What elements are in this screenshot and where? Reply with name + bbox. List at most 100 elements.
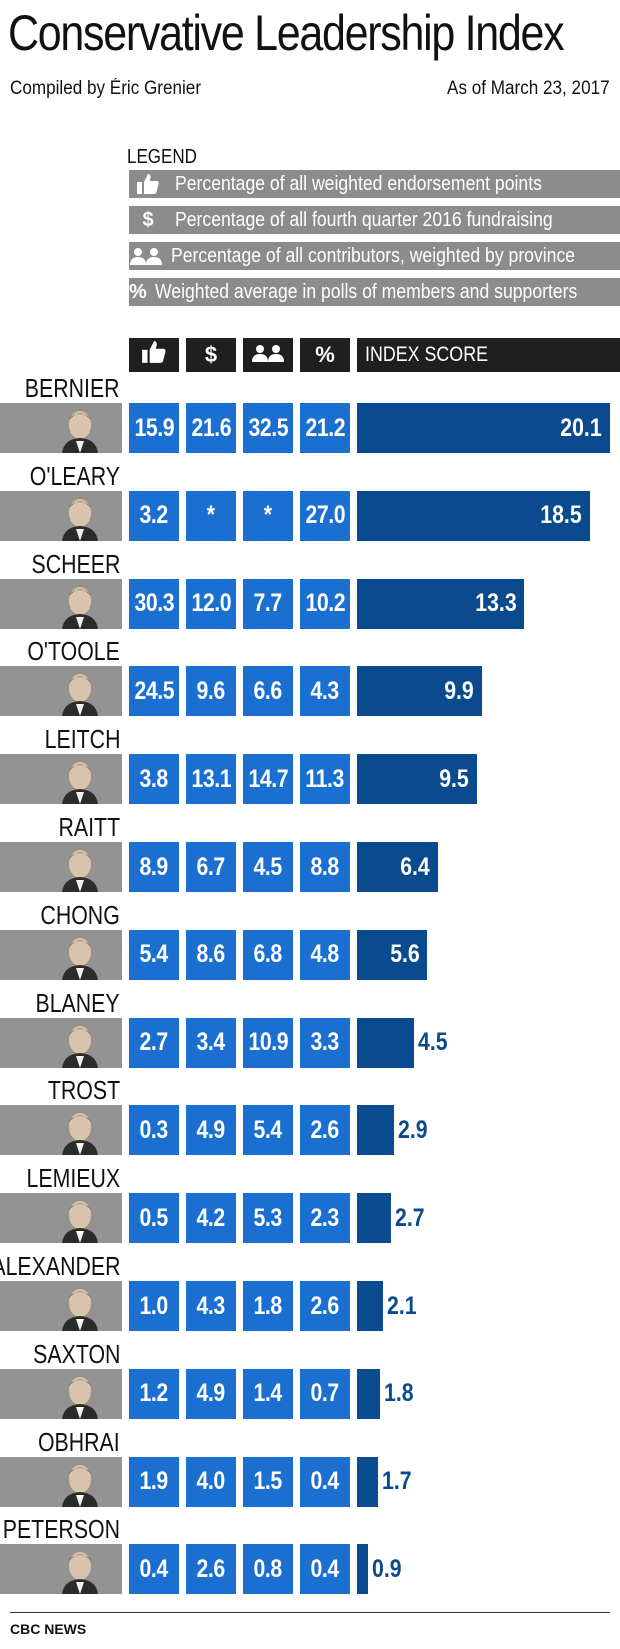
index-score-bar	[357, 1105, 394, 1156]
portrait-icon	[62, 498, 98, 541]
portrait-icon	[62, 850, 98, 892]
value-cell-fundraising: 4.2	[186, 1193, 236, 1244]
index-score-text: 1.8	[383, 1379, 414, 1408]
legend-label: Weighted average in polls of members and…	[154, 280, 578, 303]
value-cell-text: 4.8	[310, 940, 340, 969]
candidate-photo	[0, 1193, 122, 1244]
value-cell-text: 5.4	[253, 1115, 283, 1144]
value-cell-polls: 21.2	[300, 403, 350, 453]
value-cell-polls: 2.6	[300, 1281, 350, 1331]
candidate-name: TROST	[47, 1075, 120, 1106]
index-score-text: 20.1	[560, 413, 602, 442]
value-cell-text: 1.2	[139, 1379, 169, 1408]
value-cell-endorsements: 2.7	[129, 1017, 179, 1068]
value-cell-text: 27.0	[305, 501, 345, 530]
index-score-bar	[357, 666, 482, 717]
footer-divider	[10, 1612, 610, 1613]
value-cell-text: 2.6	[310, 1115, 340, 1144]
value-cell-fundraising: 12.0	[186, 578, 236, 629]
index-score-label: 18.5	[357, 491, 582, 541]
value-cell-contributors: 1.8	[243, 1281, 293, 1331]
value-cell-text: 4.3	[310, 676, 340, 705]
candidate-photo	[0, 929, 122, 980]
value-cell-polls: 0.4	[300, 1456, 350, 1507]
candidate-name: OBHRAI	[38, 1426, 120, 1457]
index-score-bar	[357, 1193, 391, 1244]
value-cell-text: 0.4	[310, 1467, 340, 1496]
value-cell-text: 8.8	[310, 852, 340, 881]
index-score-label: 2.7	[395, 1193, 430, 1243]
people-icon	[129, 247, 163, 265]
index-score-text: 5.6	[389, 940, 420, 969]
index-score-bar	[357, 754, 477, 805]
value-cell-endorsements: 1.0	[129, 1281, 179, 1331]
index-score-text: 2.7	[394, 1203, 425, 1232]
candidate-name: CHONG	[40, 899, 120, 930]
value-cell-fundraising: 3.4	[186, 1017, 236, 1068]
candidate-name: O'TOOLE	[27, 636, 120, 667]
index-score-text: 18.5	[540, 501, 582, 530]
value-cell-text: 1.9	[139, 1467, 169, 1496]
value-cell-contributors: 32.5	[243, 403, 293, 453]
value-cell-text: 21.6	[191, 413, 231, 442]
value-cell-polls: 10.2	[300, 578, 350, 629]
candidate-photo	[0, 403, 122, 453]
value-cell-text: 4.3	[196, 1291, 226, 1320]
value-cell-endorsements: 24.5	[129, 666, 179, 717]
people-icon	[251, 342, 285, 368]
value-cell-text: 6.8	[253, 940, 283, 969]
value-cell-text: 24.5	[134, 676, 174, 705]
candidate-name: SAXTON	[32, 1338, 120, 1369]
value-cell-text: 15.9	[134, 413, 174, 442]
portrait-icon	[62, 1201, 98, 1244]
value-cell-text: 8.9	[139, 852, 169, 881]
candidate-photo	[0, 490, 122, 541]
value-cell-fundraising: 6.7	[186, 842, 236, 892]
value-cell-text: 3.3	[310, 1028, 340, 1057]
value-cell-endorsements: 0.4	[129, 1544, 179, 1595]
value-cell-text: 0.4	[139, 1554, 169, 1583]
portrait-icon	[62, 1289, 98, 1331]
value-cell-contributors: *	[243, 490, 293, 541]
value-cell-endorsements: 8.9	[129, 842, 179, 892]
legend-row-fundraising: $ Percentage of all fourth quarter 2016 …	[129, 206, 620, 234]
value-cell-text: 13.1	[191, 764, 231, 793]
candidate-name: ALEXANDER	[0, 1251, 120, 1281]
value-cell-contributors: 5.3	[243, 1193, 293, 1244]
value-cell-text: 10.9	[248, 1028, 288, 1057]
value-cell-text: 30.3	[134, 589, 174, 618]
value-cell-fundraising: 21.6	[186, 403, 236, 453]
candidate-photo	[0, 666, 122, 717]
candidate-photo	[0, 754, 122, 805]
value-cell-text: 4.9	[196, 1379, 226, 1408]
candidate-name: LEITCH	[44, 724, 120, 755]
value-cell-text: 7.7	[253, 589, 283, 618]
page-title: Conservative Leadership Index	[8, 5, 565, 61]
value-cell-contributors: 1.5	[243, 1456, 293, 1507]
value-cell-fundraising: 4.9	[186, 1368, 236, 1419]
value-cell-text: 2.6	[310, 1291, 340, 1320]
value-cell-polls: 4.3	[300, 666, 350, 717]
value-cell-fundraising: 4.3	[186, 1281, 236, 1331]
index-score-bar	[357, 578, 525, 629]
value-cell-text: 1.5	[253, 1467, 283, 1496]
index-score-label: 9.9	[357, 666, 474, 716]
legend-row-contributors: Percentage of all contributors, weighted…	[129, 242, 620, 270]
value-cell-endorsements: 0.3	[129, 1105, 179, 1156]
value-cell-endorsements: 1.9	[129, 1456, 179, 1507]
index-score-label: 0.9	[372, 1544, 407, 1594]
index-score-text: 9.9	[444, 676, 474, 705]
value-cell-contributors: 6.6	[243, 666, 293, 717]
index-score-bar	[357, 403, 610, 453]
portrait-icon	[62, 411, 98, 453]
index-score-bar	[357, 1456, 379, 1507]
value-cell-contributors: 10.9	[243, 1017, 293, 1068]
value-cell-text: 12.0	[191, 589, 231, 618]
candidate-photo	[0, 1456, 122, 1507]
value-cell-fundraising: 9.6	[186, 666, 236, 717]
portrait-icon	[62, 1113, 98, 1156]
value-cell-text: 11.3	[305, 764, 345, 793]
value-cell-text: 6.6	[253, 676, 283, 705]
value-cell-text: 1.4	[253, 1379, 283, 1408]
value-cell-contributors: 7.7	[243, 578, 293, 629]
